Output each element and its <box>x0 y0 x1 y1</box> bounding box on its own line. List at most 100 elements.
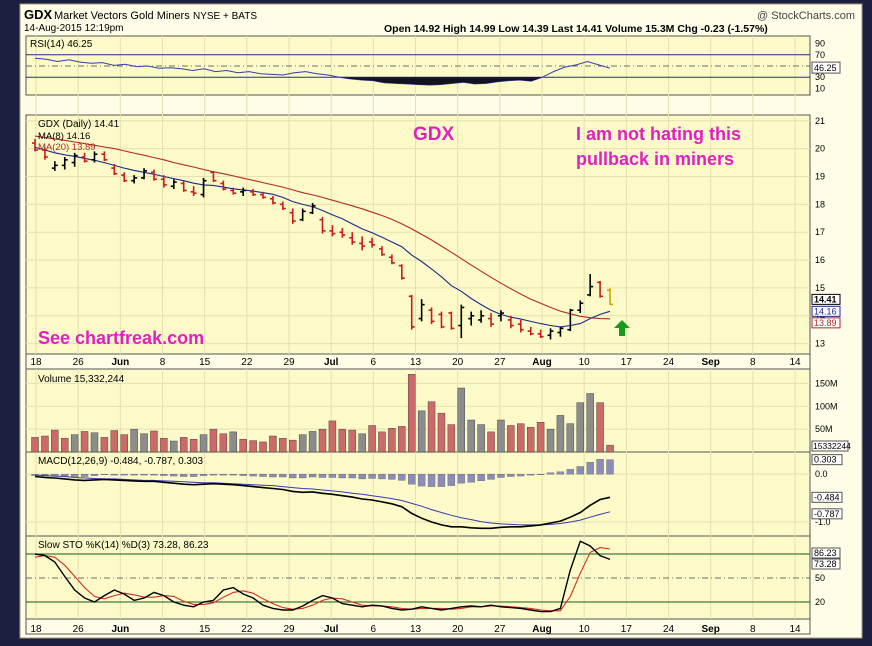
ma20-line <box>34 135 611 320</box>
price-bar <box>587 274 594 297</box>
x-tick-label: 6 <box>371 357 377 368</box>
macd-hist-bar <box>140 474 148 476</box>
price-bar <box>309 202 316 215</box>
rsi-title: RSI(14) 46.25 <box>30 39 93 50</box>
rsi-tick-label: 30 <box>815 72 825 82</box>
volume-bar <box>209 428 218 453</box>
price-bar <box>279 201 286 210</box>
price-bar <box>408 294 415 330</box>
x-tick-label: Sep <box>701 357 719 368</box>
macd-hist-bar <box>358 474 366 480</box>
volume-bar <box>398 426 406 453</box>
x-tick-label: Sep <box>701 624 719 635</box>
volume-bar <box>160 438 168 453</box>
price-bar <box>448 311 455 330</box>
macd-hist-bar <box>259 474 267 477</box>
ma20-legend: MA(20) 13.89 <box>38 142 96 153</box>
macd-hist-bar <box>348 474 356 479</box>
price-plot <box>32 135 613 340</box>
volume-bar <box>31 437 39 453</box>
price-bar <box>131 175 138 184</box>
volume-bar <box>437 412 446 453</box>
price-bar <box>488 313 495 327</box>
volume-bar <box>447 424 456 453</box>
x-tick-label: 8 <box>750 624 756 635</box>
ma8-legend: MA(8) 14.16 <box>38 131 90 142</box>
x-tick-label: 22 <box>241 357 253 368</box>
volume-bar <box>596 402 604 453</box>
volume-bar <box>41 435 49 453</box>
macd-hist-bar <box>546 472 555 475</box>
volume-bar <box>388 428 396 453</box>
macd-value-box <box>811 491 843 503</box>
volume-tick-label: 50M <box>815 424 833 434</box>
volume-bar <box>189 439 198 453</box>
x-tick-label: 24 <box>663 357 675 368</box>
price-bar <box>299 208 306 222</box>
price-tick-label: 16 <box>815 255 825 265</box>
price-bar <box>378 246 385 256</box>
price-bar <box>71 152 78 167</box>
x-tick-label: 6 <box>371 624 377 635</box>
volume-bar <box>497 419 505 453</box>
volume-bar <box>61 438 69 453</box>
volume-bar <box>239 439 247 453</box>
ma8-line <box>34 146 611 328</box>
macd-hist-bar <box>189 474 198 477</box>
price-bar <box>507 315 514 329</box>
sto-value-label: 73.28 <box>814 559 837 569</box>
macd-signal-line <box>34 474 611 526</box>
x-tick-label: Aug <box>532 357 551 368</box>
price-value-label: 14.41 <box>814 294 837 304</box>
sto-plot <box>26 540 810 613</box>
volume-title: Volume 15,332,244 <box>38 374 125 385</box>
macd-hist-bar <box>80 474 89 477</box>
macd-hist-bar <box>199 474 208 476</box>
volume-tick-label: 100M <box>815 401 838 411</box>
volume-bar <box>348 429 356 453</box>
price-bar <box>230 187 237 195</box>
price-bar <box>607 288 613 306</box>
volume-bar <box>338 428 347 453</box>
macd-value-box <box>811 508 843 520</box>
volume-plot <box>31 374 614 453</box>
volume-bar <box>249 440 257 453</box>
macd-hist-bar <box>457 474 465 484</box>
macd-hist-bar <box>338 474 346 479</box>
macd-hist-bar <box>249 474 257 477</box>
price-bar <box>398 264 405 280</box>
price-bar <box>359 236 366 251</box>
macd-hist-bar <box>437 474 446 487</box>
price-bar <box>468 311 475 326</box>
x-tick-label: 10 <box>579 357 591 368</box>
macd-hist-bar <box>229 474 237 476</box>
sto-value-box <box>811 558 841 570</box>
volume-bar <box>546 428 555 453</box>
price-bar <box>111 163 118 176</box>
macd-tick-label: -1.0 <box>815 517 831 527</box>
copyright-label: @ StockCharts.com <box>757 10 855 22</box>
price-bar <box>91 151 98 163</box>
macd-line <box>34 475 611 530</box>
volume-bar <box>517 423 525 453</box>
annotation-line-2: pullback in miners <box>576 149 734 169</box>
price-bar <box>388 254 395 265</box>
macd-title: MACD(12,26,9) -0.484, -0.787, 0.303 <box>38 456 204 467</box>
price-bar <box>329 225 336 237</box>
price-bar <box>547 328 554 340</box>
macd-hist-bar <box>556 471 565 475</box>
macd-hist-bar <box>378 474 386 480</box>
price-bar <box>250 189 257 196</box>
volume-tick-label: 150M <box>815 378 838 388</box>
chartfreak-link[interactable]: See chartfreak.com <box>38 328 204 348</box>
price-title: GDX (Daily) 14.41 <box>38 119 120 130</box>
price-value-box <box>811 293 841 305</box>
price-panel <box>25 114 811 355</box>
price-bar <box>190 186 197 196</box>
x-tick-label: 20 <box>452 624 464 635</box>
sto-d-line <box>34 547 611 612</box>
x-tick-label: 24 <box>663 624 675 635</box>
rsi-tick-label: 90 <box>815 39 825 49</box>
price-bar <box>497 310 504 322</box>
macd-hist-bar <box>368 474 376 479</box>
